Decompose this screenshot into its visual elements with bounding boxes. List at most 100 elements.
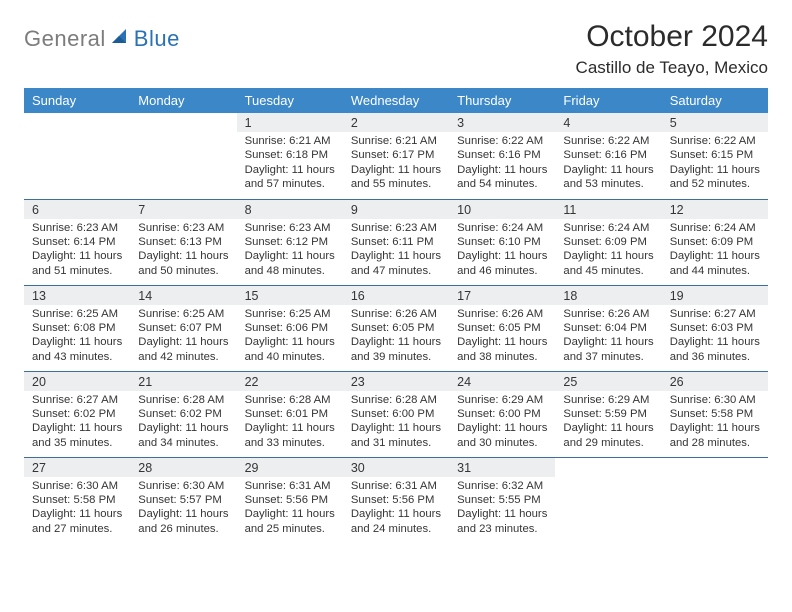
daylight-line: Daylight: 11 hours and 42 minutes. <box>138 335 228 364</box>
sunset-line: Sunset: 6:05 PM <box>351 321 441 335</box>
day-number: 2 <box>343 113 449 132</box>
sunset-line: Sunset: 6:01 PM <box>245 407 335 421</box>
sunrise-line: Sunrise: 6:24 AM <box>670 221 760 235</box>
sunrise-line: Sunrise: 6:21 AM <box>351 134 441 148</box>
sunrise-line: Sunrise: 6:26 AM <box>351 307 441 321</box>
daylight-line: Daylight: 11 hours and 53 minutes. <box>563 163 653 192</box>
sunrise-line: Sunrise: 6:22 AM <box>457 134 547 148</box>
day-data: Sunrise: 6:21 AMSunset: 6:18 PMDaylight:… <box>237 132 343 196</box>
daylight-line: Daylight: 11 hours and 45 minutes. <box>563 249 653 278</box>
day-data: Sunrise: 6:23 AMSunset: 6:11 PMDaylight:… <box>343 219 449 283</box>
sunrise-line: Sunrise: 6:30 AM <box>32 479 122 493</box>
calendar-cell: .. <box>555 457 661 543</box>
daylight-line: Daylight: 11 hours and 54 minutes. <box>457 163 547 192</box>
day-number: 30 <box>343 458 449 477</box>
day-number: 4 <box>555 113 661 132</box>
sunrise-line: Sunrise: 6:27 AM <box>32 393 122 407</box>
day-number: 19 <box>662 286 768 305</box>
sunset-line: Sunset: 6:04 PM <box>563 321 653 335</box>
sunset-line: Sunset: 6:16 PM <box>563 148 653 162</box>
daylight-line: Daylight: 11 hours and 24 minutes. <box>351 507 441 536</box>
location: Castillo de Teayo, Mexico <box>576 58 768 78</box>
weekday-header: Monday <box>130 88 236 113</box>
sunset-line: Sunset: 5:58 PM <box>32 493 122 507</box>
sunset-line: Sunset: 5:58 PM <box>670 407 760 421</box>
calendar-cell: 23Sunrise: 6:28 AMSunset: 6:00 PMDayligh… <box>343 371 449 457</box>
sunrise-line: Sunrise: 6:25 AM <box>32 307 122 321</box>
calendar: Sunday Monday Tuesday Wednesday Thursday… <box>24 88 768 543</box>
calendar-cell: 14Sunrise: 6:25 AMSunset: 6:07 PMDayligh… <box>130 285 236 371</box>
calendar-cell: 3 Sunrise: 6:22 AMSunset: 6:16 PMDaylight… <box>449 113 555 199</box>
calendar-cell: 30Sunrise: 6:31 AMSunset: 5:56 PMDayligh… <box>343 457 449 543</box>
day-data: Sunrise: 6:31 AMSunset: 5:56 PMDaylight:… <box>343 477 449 541</box>
sunrise-line: Sunrise: 6:31 AM <box>245 479 335 493</box>
day-number: 3 <box>449 113 555 132</box>
day-data: Sunrise: 6:21 AMSunset: 6:17 PMDaylight:… <box>343 132 449 196</box>
day-data: Sunrise: 6:30 AMSunset: 5:58 PMDaylight:… <box>662 391 768 455</box>
daylight-line: Daylight: 11 hours and 57 minutes. <box>245 163 335 192</box>
sunset-line: Sunset: 6:09 PM <box>563 235 653 249</box>
daylight-line: Daylight: 11 hours and 44 minutes. <box>670 249 760 278</box>
day-data: Sunrise: 6:23 AMSunset: 6:13 PMDaylight:… <box>130 219 236 283</box>
daylight-line: Daylight: 11 hours and 36 minutes. <box>670 335 760 364</box>
sunrise-line: Sunrise: 6:30 AM <box>670 393 760 407</box>
day-number: 14 <box>130 286 236 305</box>
header: General Blue October 2024 Castillo de Te… <box>24 20 768 78</box>
calendar-cell: 9Sunrise: 6:23 AMSunset: 6:11 PMDaylight… <box>343 199 449 285</box>
day-data: Sunrise: 6:26 AMSunset: 6:05 PMDaylight:… <box>449 305 555 369</box>
day-number: 11 <box>555 200 661 219</box>
day-data: Sunrise: 6:25 AMSunset: 6:08 PMDaylight:… <box>24 305 130 369</box>
day-number: 27 <box>24 458 130 477</box>
weekday-header: Wednesday <box>343 88 449 113</box>
day-number: 16 <box>343 286 449 305</box>
sunrise-line: Sunrise: 6:24 AM <box>457 221 547 235</box>
sunrise-line: Sunrise: 6:28 AM <box>245 393 335 407</box>
sunset-line: Sunset: 6:14 PM <box>32 235 122 249</box>
sunset-line: Sunset: 6:02 PM <box>138 407 228 421</box>
day-number: 8 <box>237 200 343 219</box>
day-data: Sunrise: 6:31 AMSunset: 5:56 PMDaylight:… <box>237 477 343 541</box>
calendar-cell: 12Sunrise: 6:24 AMSunset: 6:09 PMDayligh… <box>662 199 768 285</box>
daylight-line: Daylight: 11 hours and 47 minutes. <box>351 249 441 278</box>
sunset-line: Sunset: 6:00 PM <box>351 407 441 421</box>
weekday-header: Thursday <box>449 88 555 113</box>
sunset-line: Sunset: 6:00 PM <box>457 407 547 421</box>
day-data: Sunrise: 6:30 AMSunset: 5:57 PMDaylight:… <box>130 477 236 541</box>
calendar-cell: 1Sunrise: 6:21 AMSunset: 6:18 PMDaylight… <box>237 113 343 199</box>
weekday-header: Sunday <box>24 88 130 113</box>
calendar-cell: 7Sunrise: 6:23 AMSunset: 6:13 PMDaylight… <box>130 199 236 285</box>
calendar-row: 13Sunrise: 6:25 AMSunset: 6:08 PMDayligh… <box>24 285 768 371</box>
logo-text-blue: Blue <box>134 26 180 52</box>
calendar-cell: 31Sunrise: 6:32 AMSunset: 5:55 PMDayligh… <box>449 457 555 543</box>
sunrise-line: Sunrise: 6:24 AM <box>563 221 653 235</box>
day-number: 6 <box>24 200 130 219</box>
month-title: October 2024 <box>576 20 768 54</box>
sunset-line: Sunset: 6:16 PM <box>457 148 547 162</box>
sunrise-line: Sunrise: 6:28 AM <box>138 393 228 407</box>
weekday-header-row: Sunday Monday Tuesday Wednesday Thursday… <box>24 88 768 113</box>
daylight-line: Daylight: 11 hours and 52 minutes. <box>670 163 760 192</box>
calendar-cell: 13Sunrise: 6:25 AMSunset: 6:08 PMDayligh… <box>24 285 130 371</box>
calendar-cell: 8Sunrise: 6:23 AMSunset: 6:12 PMDaylight… <box>237 199 343 285</box>
daylight-line: Daylight: 11 hours and 26 minutes. <box>138 507 228 536</box>
daylight-line: Daylight: 11 hours and 33 minutes. <box>245 421 335 450</box>
daylight-line: Daylight: 11 hours and 39 minutes. <box>351 335 441 364</box>
daylight-line: Daylight: 11 hours and 43 minutes. <box>32 335 122 364</box>
calendar-cell: .. <box>24 113 130 199</box>
calendar-row: 6Sunrise: 6:23 AMSunset: 6:14 PMDaylight… <box>24 199 768 285</box>
calendar-cell: 11Sunrise: 6:24 AMSunset: 6:09 PMDayligh… <box>555 199 661 285</box>
day-number: 21 <box>130 372 236 391</box>
weekday-header: Tuesday <box>237 88 343 113</box>
sunrise-line: Sunrise: 6:26 AM <box>563 307 653 321</box>
day-data: Sunrise: 6:26 AMSunset: 6:04 PMDaylight:… <box>555 305 661 369</box>
day-number: 13 <box>24 286 130 305</box>
calendar-cell: 24Sunrise: 6:29 AMSunset: 6:00 PMDayligh… <box>449 371 555 457</box>
calendar-cell: 21Sunrise: 6:28 AMSunset: 6:02 PMDayligh… <box>130 371 236 457</box>
calendar-cell: 6Sunrise: 6:23 AMSunset: 6:14 PMDaylight… <box>24 199 130 285</box>
calendar-cell: 5Sunrise: 6:22 AMSunset: 6:15 PMDaylight… <box>662 113 768 199</box>
day-number: 23 <box>343 372 449 391</box>
day-data: Sunrise: 6:24 AMSunset: 6:09 PMDaylight:… <box>555 219 661 283</box>
sunrise-line: Sunrise: 6:25 AM <box>245 307 335 321</box>
day-data: Sunrise: 6:28 AMSunset: 6:01 PMDaylight:… <box>237 391 343 455</box>
sunrise-line: Sunrise: 6:31 AM <box>351 479 441 493</box>
